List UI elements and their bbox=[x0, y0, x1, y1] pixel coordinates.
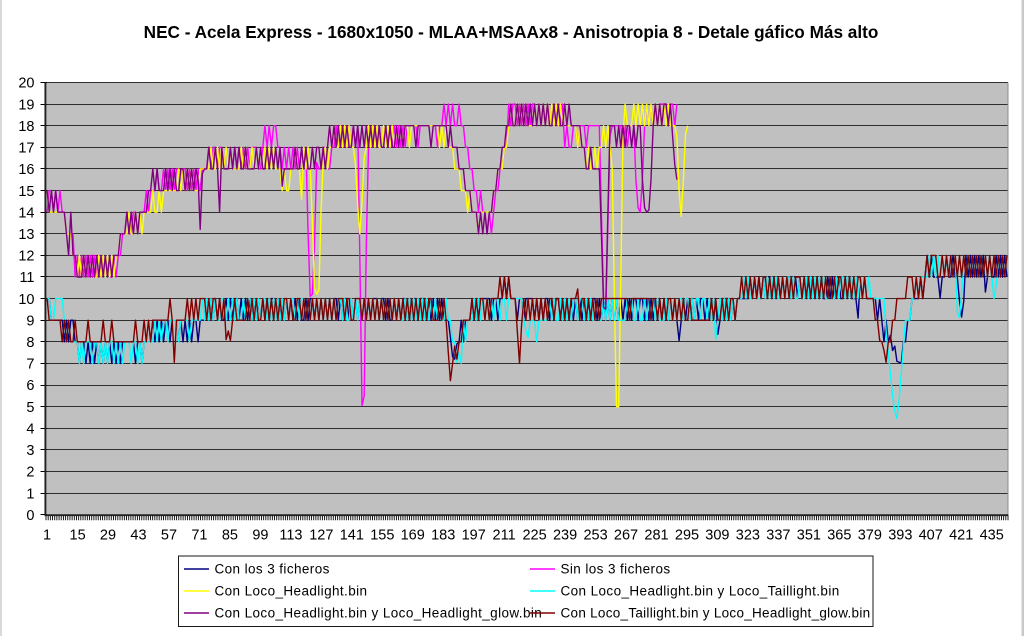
svg-text:267: 267 bbox=[614, 528, 638, 544]
svg-text:239: 239 bbox=[553, 528, 577, 544]
svg-text:18: 18 bbox=[18, 119, 34, 135]
svg-text:2: 2 bbox=[26, 465, 34, 481]
svg-text:16: 16 bbox=[18, 162, 34, 178]
svg-text:20: 20 bbox=[18, 76, 34, 92]
svg-text:13: 13 bbox=[18, 227, 34, 243]
svg-text:4: 4 bbox=[26, 422, 34, 438]
svg-text:3: 3 bbox=[26, 443, 34, 459]
svg-text:351: 351 bbox=[797, 528, 821, 544]
svg-text:8: 8 bbox=[26, 335, 34, 351]
svg-text:71: 71 bbox=[191, 528, 207, 544]
svg-text:99: 99 bbox=[252, 528, 268, 544]
svg-text:379: 379 bbox=[858, 528, 882, 544]
svg-text:337: 337 bbox=[766, 528, 790, 544]
svg-text:127: 127 bbox=[309, 528, 333, 544]
svg-text:197: 197 bbox=[462, 528, 486, 544]
svg-text:19: 19 bbox=[18, 97, 34, 113]
svg-text:15: 15 bbox=[18, 184, 34, 200]
svg-text:113: 113 bbox=[279, 528, 302, 544]
svg-text:281: 281 bbox=[644, 528, 668, 544]
svg-text:29: 29 bbox=[100, 528, 116, 544]
svg-text:43: 43 bbox=[130, 528, 146, 544]
svg-text:5: 5 bbox=[26, 400, 34, 416]
svg-text:Con Loco_Taillight.bin y Loco_: Con Loco_Taillight.bin y Loco_Headlight_… bbox=[561, 606, 871, 621]
svg-text:421: 421 bbox=[949, 528, 973, 544]
svg-text:Con Loco_Headlight.bin: Con Loco_Headlight.bin bbox=[215, 584, 368, 599]
svg-text:253: 253 bbox=[583, 528, 607, 544]
svg-text:309: 309 bbox=[705, 528, 729, 544]
svg-text:141: 141 bbox=[340, 528, 364, 544]
svg-text:211: 211 bbox=[493, 528, 516, 544]
svg-text:Con Loco_Headlight.bin y Loco_: Con Loco_Headlight.bin y Loco_Taillight.… bbox=[561, 584, 840, 599]
svg-text:1: 1 bbox=[43, 528, 51, 544]
svg-text:Con los 3 ficheros: Con los 3 ficheros bbox=[215, 562, 330, 577]
svg-text:225: 225 bbox=[522, 528, 546, 544]
svg-text:183: 183 bbox=[431, 528, 455, 544]
svg-text:14: 14 bbox=[18, 205, 34, 221]
svg-text:17: 17 bbox=[18, 141, 34, 157]
svg-text:169: 169 bbox=[401, 528, 425, 544]
svg-text:10: 10 bbox=[18, 292, 34, 308]
svg-text:365: 365 bbox=[827, 528, 851, 544]
svg-text:155: 155 bbox=[370, 528, 394, 544]
svg-text:393: 393 bbox=[888, 528, 912, 544]
svg-text:15: 15 bbox=[70, 528, 86, 544]
svg-text:Sin los 3 ficheros: Sin los 3 ficheros bbox=[561, 562, 671, 577]
svg-text:323: 323 bbox=[736, 528, 760, 544]
svg-text:12: 12 bbox=[18, 249, 34, 265]
svg-text:9: 9 bbox=[26, 313, 34, 329]
svg-text:85: 85 bbox=[222, 528, 238, 544]
svg-text:NEC - Acela Express - 1680x105: NEC - Acela Express - 1680x1050 - MLAA+M… bbox=[144, 22, 879, 42]
svg-text:0: 0 bbox=[26, 508, 34, 524]
svg-text:295: 295 bbox=[675, 528, 699, 544]
svg-text:7: 7 bbox=[26, 357, 34, 373]
svg-text:11: 11 bbox=[19, 270, 34, 286]
svg-text:1: 1 bbox=[26, 486, 34, 502]
svg-text:407: 407 bbox=[919, 528, 943, 544]
svg-text:Con Loco_Headlight.bin y Loco_: Con Loco_Headlight.bin y Loco_Headlight_… bbox=[215, 606, 543, 621]
svg-text:6: 6 bbox=[26, 378, 34, 394]
svg-text:57: 57 bbox=[161, 528, 177, 544]
svg-text:435: 435 bbox=[980, 528, 1004, 544]
